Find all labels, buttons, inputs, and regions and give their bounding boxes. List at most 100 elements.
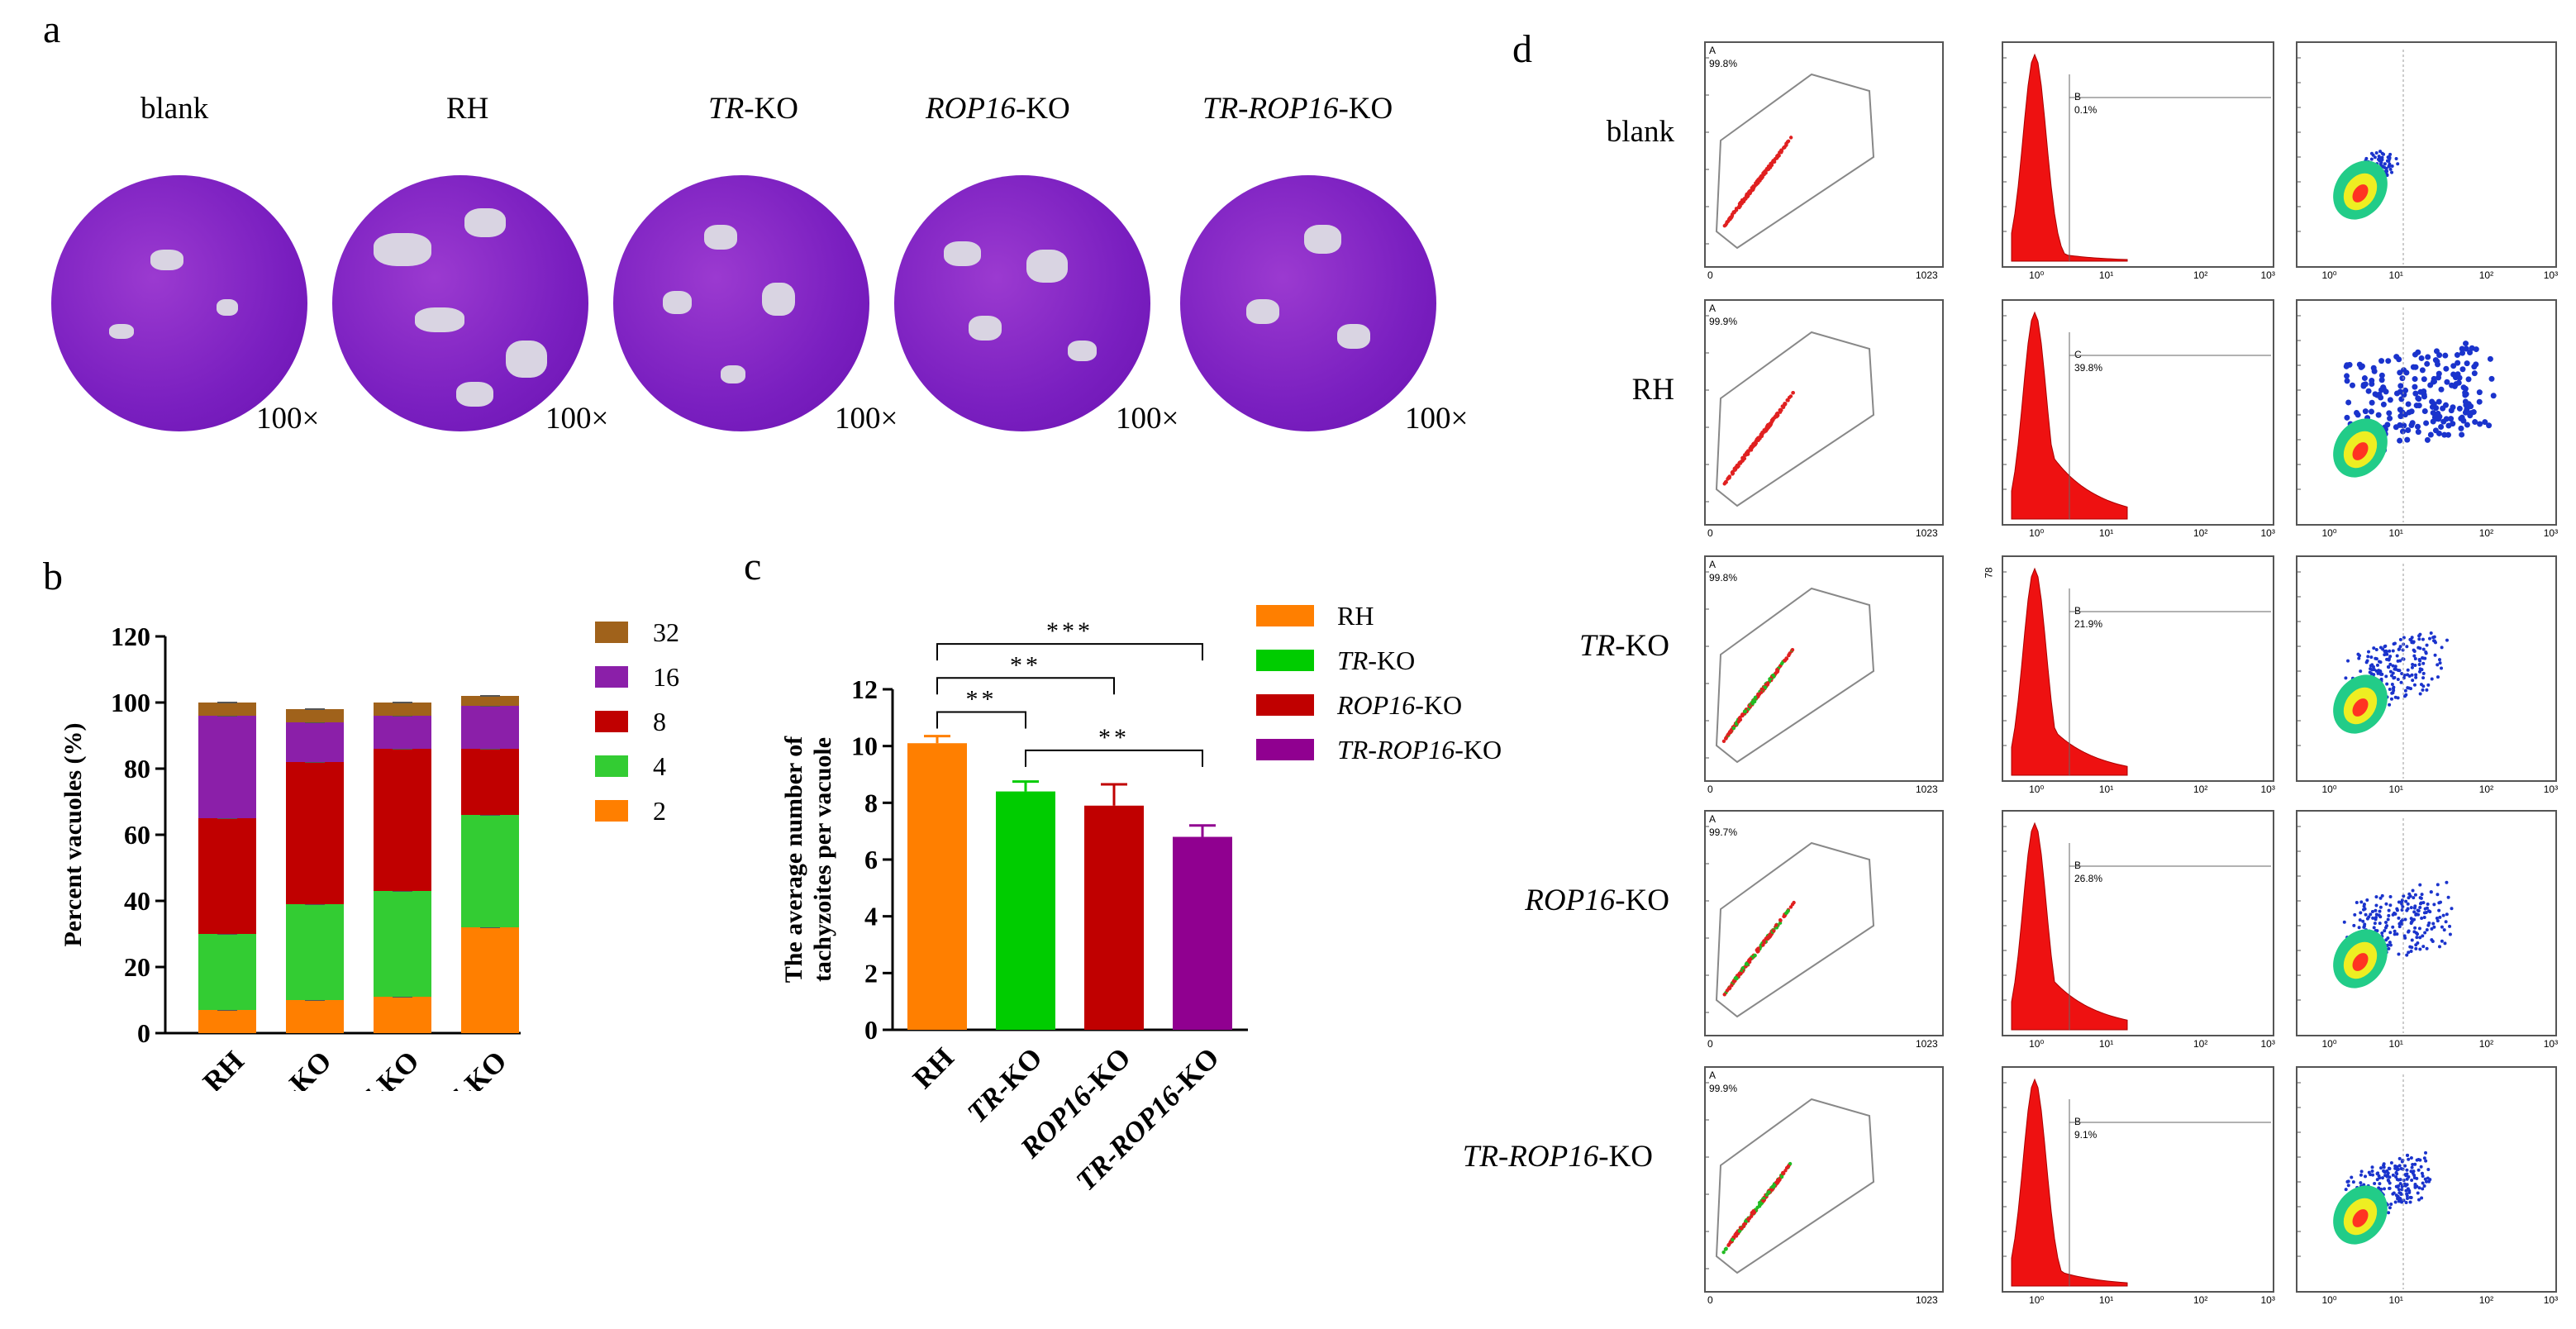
density-dot (2433, 641, 2437, 645)
density-dot (2393, 390, 2400, 397)
density-dot (2476, 389, 2483, 396)
density-dot (2375, 412, 2382, 418)
axis-zero-label: 0 (1707, 269, 1713, 281)
density-dot (2405, 908, 2409, 912)
density-dot (2372, 646, 2376, 650)
density-dot (2411, 888, 2415, 893)
density-dot (2383, 165, 2387, 169)
log-tick-label: 10³ (2543, 784, 2559, 795)
density-dot (2421, 684, 2426, 688)
log-tick-label: 10³ (2260, 1038, 2275, 1050)
density-dot (2398, 659, 2402, 663)
density-dot (2382, 1169, 2386, 1173)
density-dot (2362, 381, 2369, 388)
y-tick-label: 120 (111, 622, 150, 651)
scatter-dot (1759, 174, 1763, 179)
legend-label: 16 (653, 662, 679, 692)
density-dot (2398, 637, 2402, 641)
scatter-dot (1753, 695, 1758, 700)
density-dot (2391, 671, 2395, 675)
density-dot (2402, 894, 2406, 898)
density-dot (2422, 911, 2426, 915)
y-tick-label: 80 (124, 754, 150, 784)
density-dot (2440, 418, 2447, 425)
density-dot (2416, 932, 2420, 936)
legend-label: 32 (653, 617, 679, 647)
density-dot (2371, 153, 2375, 157)
y-tick-label: 40 (124, 886, 150, 916)
scatter-dot (1772, 929, 1776, 933)
density-dot (2369, 378, 2375, 384)
density-dot (2437, 908, 2441, 912)
density-dot (2375, 663, 2379, 667)
density-dot (2473, 361, 2479, 368)
density-dot (2421, 688, 2425, 692)
density-dot (2421, 945, 2426, 949)
gate-a-label: A (1709, 559, 1717, 570)
scatter-dot (1726, 476, 1731, 480)
scatter-dot (1778, 1178, 1782, 1182)
density-plot-frame (2296, 555, 2557, 782)
gate-a-percent: 99.7% (1709, 826, 1738, 838)
density-dot (2349, 382, 2355, 388)
log-tick-label: 10⁰ (2321, 527, 2337, 539)
density-dot (2417, 926, 2421, 931)
density-dot (2463, 345, 2469, 352)
density-dot (2388, 895, 2393, 899)
density-dot (2448, 407, 2455, 414)
log-tick-label: 10¹ (2098, 1038, 2114, 1050)
density-dot (2392, 1191, 2396, 1195)
density-dot (2388, 655, 2393, 659)
density-dot (2378, 660, 2383, 664)
density-dot (2419, 1165, 2423, 1169)
density-dot (2439, 900, 2443, 904)
gate-polygon (1715, 841, 1875, 1018)
density-dot (2416, 908, 2421, 912)
scatter-dot (1783, 914, 1787, 918)
density-dot (2379, 1187, 2383, 1191)
bar-segment (286, 904, 344, 1000)
log-tick-label: 10⁰ (2029, 269, 2045, 281)
density-dot (2438, 915, 2442, 919)
density-dot (2429, 890, 2433, 894)
density-dot (2413, 893, 2417, 897)
log-tick-label: 10³ (2543, 1294, 2559, 1306)
density-dot (2410, 938, 2414, 942)
density-dot (2421, 1181, 2425, 1185)
row-label: TR-KO (1579, 629, 1669, 663)
scatter-dot (1740, 966, 1745, 970)
density-dot (2368, 408, 2374, 415)
legend-label: 2 (653, 796, 666, 826)
gate-a-label: A (1709, 813, 1717, 825)
log-tick-label: 10⁰ (2029, 1038, 2045, 1050)
density-dot (2434, 358, 2440, 364)
legend-label: TR-ROP16-KO (1337, 735, 1502, 765)
density-dot (2355, 901, 2359, 905)
histogram-area (2011, 311, 2128, 520)
density-dot (2346, 1179, 2350, 1184)
y-tick-label: 12 (851, 674, 878, 704)
density-dot (2378, 377, 2385, 383)
scatter-dot (1786, 1165, 1791, 1169)
density-dot (2397, 1178, 2401, 1182)
scatter-dot (1756, 692, 1760, 697)
density-dot (2417, 662, 2421, 666)
log-tick-label: 10¹ (2098, 269, 2114, 281)
sample-label-tr-rop16-ko: TR-ROP16-KO (1202, 92, 1393, 126)
density-dot (2415, 429, 2421, 436)
density-dot (2362, 903, 2366, 907)
sample-label-rop16-ko: ROP16-KO (926, 92, 1070, 126)
scatter-dot (1721, 1250, 1726, 1255)
density-dot (2397, 383, 2404, 389)
scatter-dot (1736, 719, 1740, 724)
legend-swatch (1256, 739, 1314, 760)
log-tick-label: 10⁰ (2029, 784, 2045, 795)
density-dot (2397, 916, 2401, 920)
density-dot (2430, 926, 2434, 931)
density-dot (2385, 682, 2389, 686)
axis-max-label: 1023 (1916, 1038, 1938, 1050)
density-dot (2374, 656, 2378, 660)
scatter-dot (1768, 932, 1772, 936)
density-dot (2388, 662, 2393, 666)
